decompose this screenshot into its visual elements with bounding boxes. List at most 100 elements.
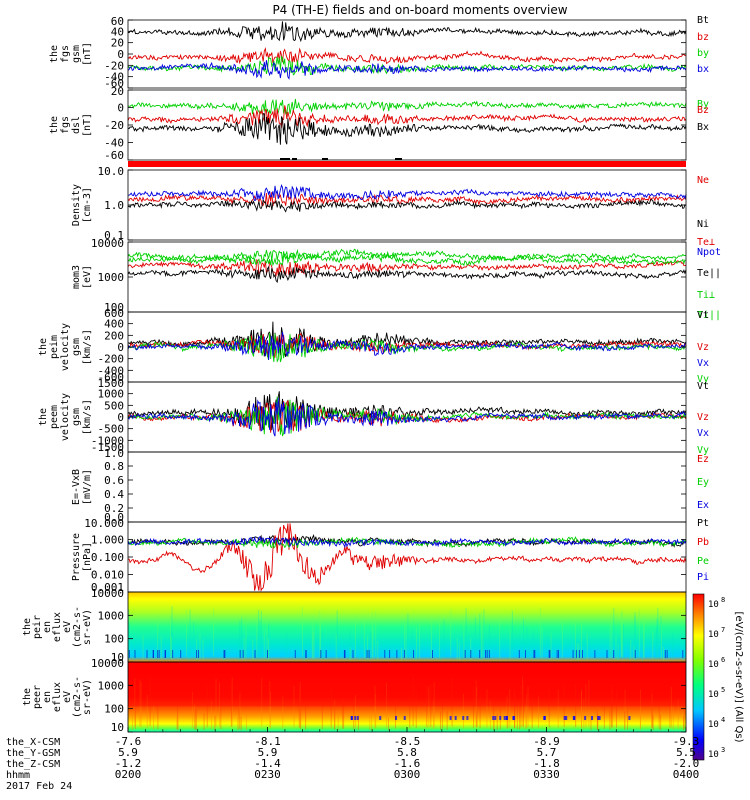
y-tick-label-fgs_gsm: -40	[104, 71, 124, 84]
heatmap-streak	[629, 640, 631, 660]
heatmap-streak	[313, 625, 315, 659]
heatmap-streak	[311, 616, 313, 658]
heatmap-streak	[139, 679, 141, 727]
heatmap-low-energy-streak	[488, 650, 490, 658]
heatmap-streak	[258, 609, 260, 657]
y-axis-label-temperature: mom3	[71, 265, 82, 289]
colorbar-tick-base: 10	[708, 720, 719, 730]
heatmap-streak	[375, 611, 377, 657]
y-axis-label-peer: en	[42, 691, 53, 703]
heatmap-streak	[370, 631, 372, 659]
heatmap-streak	[669, 688, 671, 728]
heatmap-streak	[506, 697, 508, 729]
heatmap-streak	[419, 624, 421, 659]
y-tick-label-fgs_gsm: -20	[104, 59, 124, 72]
heatmap-streak	[189, 609, 191, 657]
heatmap-low-energy-streak	[594, 650, 596, 658]
ephemeris-value: -8.5	[394, 735, 421, 748]
bands-layer	[128, 158, 686, 732]
y-axis-label-peem: peem	[49, 405, 60, 429]
heatmap-low-energy-streak	[197, 650, 199, 658]
heatmap-low-energy-streak	[389, 650, 391, 658]
ephemeris-value: 5.9	[258, 746, 278, 759]
y-tick-label-peer: 100	[104, 703, 124, 716]
heatmap-streak	[433, 701, 435, 729]
heatmap-streak	[634, 616, 636, 658]
legend-density-Ni: Ni	[697, 219, 709, 230]
y-tick-label-efield: 0.2	[104, 502, 124, 515]
heatmap-streak	[660, 714, 662, 731]
heatmap-low-energy-streak	[634, 650, 636, 658]
heatmap-streak	[651, 688, 653, 728]
ephemeris-value: 0330	[533, 768, 560, 781]
heatmap-streak	[574, 620, 576, 658]
heatmap-streak	[509, 628, 511, 659]
heatmap-streak	[321, 701, 323, 729]
heatmap-streak	[488, 624, 490, 659]
ephemeris-value: -8.9	[533, 735, 560, 748]
colorbar-tick-exponent: 4	[721, 716, 725, 724]
ephemeris-value: 5.7	[537, 746, 557, 759]
y-axis-label-peem: [km/s]	[82, 399, 93, 435]
y-axis-label-peim: peim	[49, 335, 60, 359]
heatmap-core-band	[128, 668, 686, 707]
ephemeris-value: -7.6	[115, 735, 142, 748]
heatmap-streak	[613, 607, 615, 657]
heatmap-streak	[286, 632, 288, 660]
heatmap-streak	[463, 617, 465, 658]
colorbar-tick-exponent: 3	[721, 746, 725, 754]
heatmap-streak	[658, 705, 660, 730]
heatmap-streak	[458, 642, 460, 661]
heatmap-streak	[683, 716, 685, 731]
legend-fgs_gsm-bx: bx	[697, 64, 709, 75]
heatmap-low-energy-streak	[464, 650, 466, 658]
heatmap-streak	[312, 631, 314, 659]
heatmap-streak	[415, 641, 417, 660]
heatmap-low-energy-streak	[543, 716, 546, 720]
heatmap-streak	[616, 690, 618, 728]
heatmap-low-energy-streak	[454, 716, 457, 720]
heatmap-low-energy-streak	[384, 650, 386, 658]
heatmap-low-energy-streak	[494, 716, 497, 720]
heatmap-low-energy-streak	[403, 650, 405, 658]
y-tick-label-peem: -1000	[91, 434, 124, 447]
heatmap-streak	[539, 607, 541, 657]
heatmap-low-energy-streak	[157, 650, 159, 658]
heatmap-streak	[195, 709, 197, 730]
heatmap-streak	[465, 608, 467, 657]
y-tick-label-fgs_dsl: 0	[117, 102, 124, 115]
heatmap-streak	[634, 611, 636, 657]
heatmap-low-energy-streak	[128, 650, 130, 658]
heatmap-streak	[409, 695, 411, 729]
legend-fgs_dsl-Bx: Bx	[697, 122, 709, 133]
heatmap-low-energy-streak	[413, 650, 415, 658]
heatmap-low-energy-streak	[565, 716, 568, 720]
heatmap-low-energy-streak	[343, 650, 345, 658]
heatmap-streak	[194, 703, 196, 730]
heatmap-low-energy-streak	[591, 716, 594, 720]
y-axis-label-peer: eV	[62, 691, 73, 703]
legend-density-Ne: Ne	[697, 175, 709, 186]
legend-pressure-Pb: Pb	[697, 537, 709, 548]
heatmap-streak	[170, 636, 172, 660]
heatmap-streak	[683, 695, 685, 729]
heatmap-streak	[617, 643, 619, 661]
heatmap-streak	[149, 676, 151, 727]
heatmap-streak	[157, 615, 159, 658]
y-axis-label-fgs_gsm: fgs	[60, 45, 71, 63]
heatmap-streak	[522, 684, 524, 728]
heatmap-streak	[176, 713, 178, 731]
heatmap-streak	[638, 609, 640, 657]
legend-peim-Vt: Vt	[697, 310, 709, 321]
heatmap-low-energy-streak	[573, 716, 576, 720]
y-tick-label-efield: 0.6	[104, 474, 124, 487]
ephemeris-value: 5.5	[676, 746, 696, 759]
heatmap-streak	[231, 677, 233, 727]
heatmap-streak	[516, 700, 518, 729]
heatmap-low-energy-streak	[366, 650, 368, 658]
heatmap-streak	[615, 636, 617, 660]
heatmap-streak	[525, 704, 527, 730]
series-line-fgs_gsm-by	[127, 55, 687, 76]
y-tick-label-peim: -200	[98, 353, 125, 366]
